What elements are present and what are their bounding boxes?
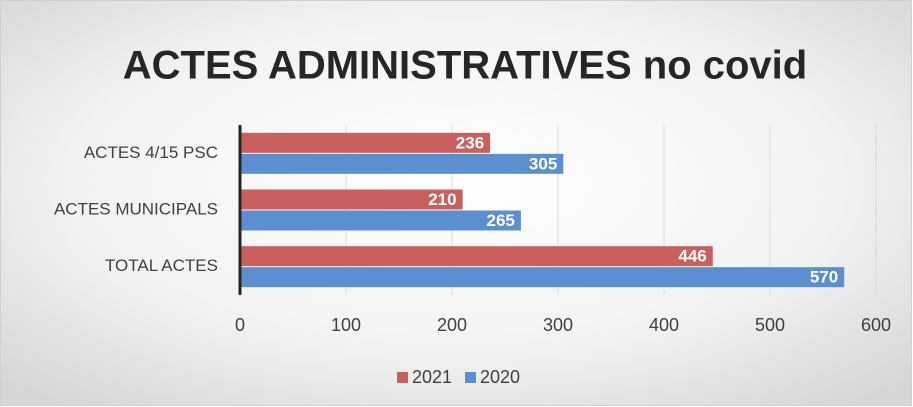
bar [240,153,564,174]
x-tick-label: 100 [331,315,361,335]
x-tick-label: 400 [649,315,679,335]
x-tick-label: 500 [755,315,785,335]
data-label: 305 [529,154,557,173]
x-tick-label: 0 [235,315,245,335]
bar [240,132,491,153]
x-tick-label: 200 [437,315,467,335]
legend-swatch [465,372,476,383]
bar [240,246,713,267]
data-label: 570 [810,268,838,287]
x-tick-label: 600 [861,315,891,335]
bar [240,189,463,210]
bar [240,210,521,231]
legend-swatch [397,372,408,383]
y-tick-label: ACTES MUNICIPALS [54,199,218,218]
data-label: 236 [456,133,484,152]
legend-label: 2020 [480,367,520,387]
bar [240,267,845,288]
data-label: 210 [428,190,456,209]
y-tick-label: ACTES 4/15 PSC [84,143,218,162]
data-label: 265 [487,211,515,230]
legend-label: 2021 [412,367,452,387]
data-label: 446 [678,247,706,266]
x-tick-label: 300 [543,315,573,335]
y-tick-label: TOTAL ACTES [105,256,218,275]
chart-title: ACTES ADMINISTRATIVES no covid [123,44,807,88]
